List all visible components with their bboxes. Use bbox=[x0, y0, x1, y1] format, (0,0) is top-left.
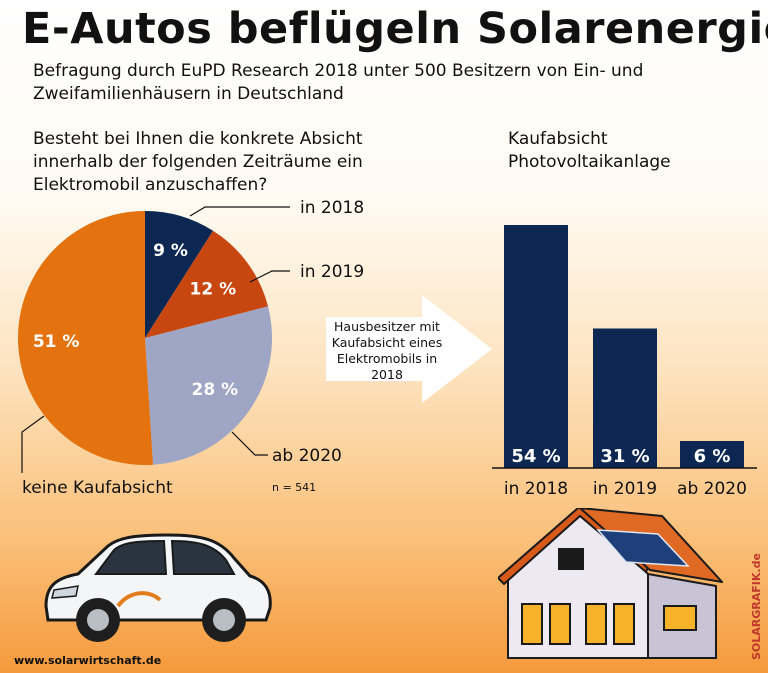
page-title: E-Autos beflügeln Solarenergie bbox=[22, 4, 768, 54]
pie-chart-title: Besteht bei Ihnen die konkrete Absicht i… bbox=[33, 129, 363, 195]
pie-legend-label-2018: in 2018 bbox=[300, 198, 365, 218]
pie-legend-label-2020: ab 2020 bbox=[272, 446, 342, 466]
leader-line-2018 bbox=[189, 206, 290, 217]
bar-category-label-2019: in 2019 bbox=[593, 479, 657, 499]
credit-label: SOLARGRAFIK.de bbox=[750, 553, 763, 660]
pie-value-label-2020: 28 % bbox=[192, 380, 239, 400]
bar-2018 bbox=[504, 225, 568, 468]
bar-chart-title: Kaufabsicht Photovoltaikanlage bbox=[508, 129, 671, 172]
bar-category-label-2020: ab 2020 bbox=[677, 479, 747, 499]
pie-slice-2018 bbox=[145, 211, 214, 338]
pie-value-label-2018: 9 % bbox=[153, 241, 188, 261]
website-link[interactable]: www.solarwirtschaft.de bbox=[14, 654, 162, 667]
bar-category-label-2018: in 2018 bbox=[504, 479, 568, 499]
pie-value-label-2019: 12 % bbox=[190, 280, 237, 300]
leader-line-2019 bbox=[249, 270, 290, 283]
arrow-shape bbox=[326, 295, 492, 403]
car-illustration bbox=[44, 533, 272, 642]
bar-value-label-2020: 6 % bbox=[694, 446, 731, 467]
pie-slice-none bbox=[17, 211, 153, 465]
bar-value-label-2019: 31 % bbox=[600, 446, 649, 467]
house-illustration bbox=[498, 508, 723, 659]
pie-value-label-none: 51 % bbox=[33, 332, 80, 352]
sample-size-note: n = 541 bbox=[272, 481, 317, 494]
bar-2019 bbox=[593, 328, 657, 468]
bar-value-label-2018: 54 % bbox=[511, 446, 560, 467]
pie-legend-label-none: keine Kaufabsicht bbox=[22, 478, 173, 498]
pie-legend-label-2019: in 2019 bbox=[300, 262, 365, 282]
leader-line-none bbox=[21, 415, 45, 473]
arrow-text: Hausbesitzer mit Kaufabsicht eines Elekt… bbox=[331, 319, 443, 382]
bar-2020 bbox=[680, 441, 744, 468]
subtitle: Befragung durch EuPD Research 2018 unter… bbox=[33, 61, 644, 104]
pie-slice-2019 bbox=[145, 230, 269, 338]
pie-slice-2020 bbox=[145, 306, 273, 465]
leader-line-2020 bbox=[231, 431, 268, 456]
